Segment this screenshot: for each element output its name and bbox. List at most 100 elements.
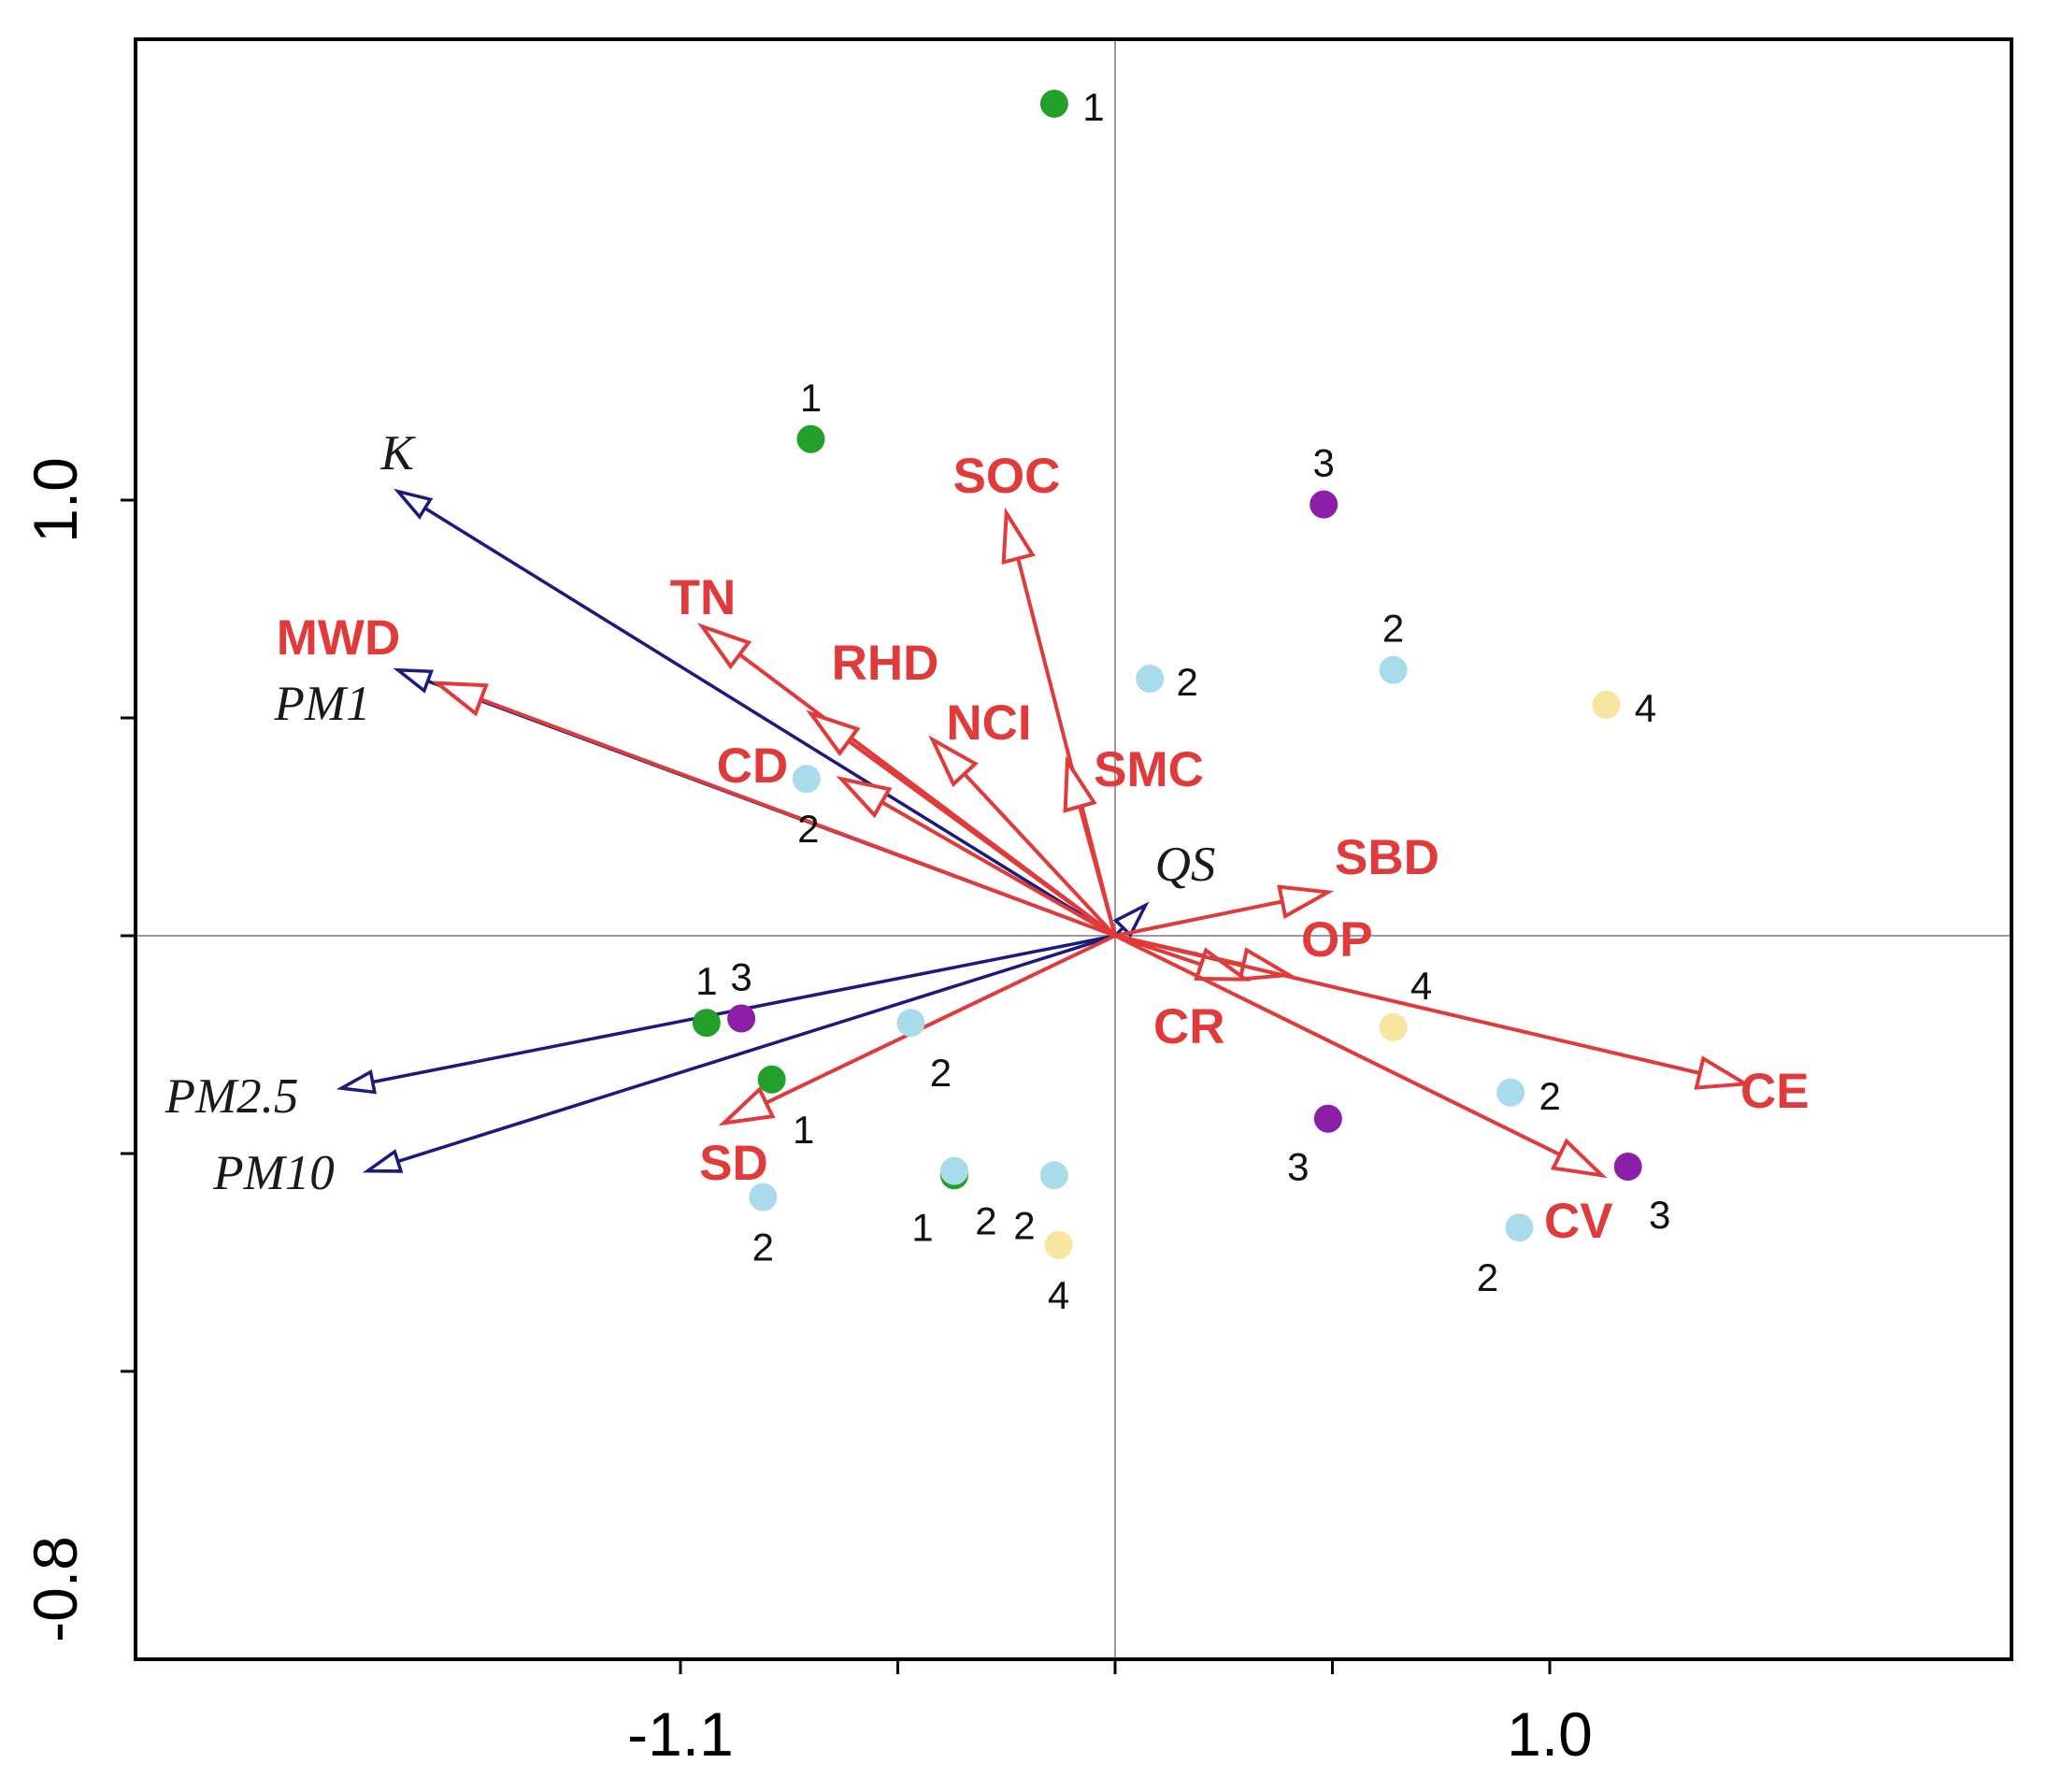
sample-point-group-3: 3: [1613, 1152, 1670, 1237]
response-label-cv: CV: [1544, 1194, 1613, 1249]
response-vector-head: [431, 681, 489, 717]
sample-point-group-3: 3: [1287, 1104, 1342, 1189]
response-label-cr: CR: [1153, 999, 1225, 1054]
response-label-nci: NCI: [946, 695, 1031, 751]
response-vector-rhd: [806, 710, 1117, 938]
response-vector-line: [847, 739, 1117, 938]
response-vector-line: [1078, 806, 1117, 937]
response-label-sbd: SBD: [1335, 830, 1439, 885]
sample-point-group-2: 2: [749, 1183, 778, 1269]
x-tick-label-min: -1.1: [627, 1699, 734, 1769]
response-vector-sd: [718, 934, 1116, 1126]
sample-label: 2: [975, 1199, 996, 1243]
sample-point-group-2: 2: [1477, 1213, 1534, 1299]
sample-point-group-1: 1: [796, 376, 825, 453]
sample-label: 2: [1477, 1255, 1498, 1299]
response-vector-head: [1550, 1138, 1608, 1179]
response-vector-smc: [1063, 755, 1117, 937]
sample-point-group-2: 2: [1379, 607, 1408, 684]
response-vector-head: [928, 735, 979, 788]
explanatory-vector-pm10: [362, 934, 1116, 1173]
response-vector-nci: [928, 735, 1117, 938]
response-label-cd: CD: [717, 738, 789, 794]
sample-label: 1: [911, 1205, 933, 1249]
sample-point: [1039, 1161, 1068, 1190]
sample-label: 4: [1410, 964, 1432, 1008]
sample-label: 2: [752, 1226, 774, 1269]
sample-point-group-3: 3: [727, 955, 756, 1033]
response-label-ce: CE: [1740, 1064, 1810, 1119]
sample-point: [727, 1004, 756, 1033]
sample-point: [1379, 655, 1408, 684]
response-label-op: OP: [1301, 912, 1373, 968]
sample-label: 2: [1177, 660, 1198, 704]
explanatory-label-pm1: PM1: [273, 677, 370, 731]
sample-label: 2: [930, 1051, 952, 1095]
sample-point-group-4: 4: [1044, 1230, 1073, 1317]
response-vector-head: [1001, 507, 1036, 566]
response-vector-cr: [1114, 934, 1252, 982]
response-vector-mwd: [431, 681, 1116, 938]
response-vector-line: [480, 697, 1116, 938]
sample-point-group-1: 1: [692, 959, 721, 1038]
response-vector-head: [1694, 1055, 1752, 1090]
sample-point-group-4: 4: [1379, 964, 1432, 1041]
sample-point-group-1: 1: [757, 1065, 814, 1152]
sample-label: 3: [730, 955, 752, 999]
sample-point: [1496, 1078, 1525, 1107]
response-vector-head: [696, 623, 752, 670]
sample-point: [692, 1009, 721, 1038]
sample-point-group-4: 4: [1592, 686, 1656, 730]
response-vector-sbd: [1114, 884, 1335, 938]
sample-point-group-2: 2: [896, 1009, 952, 1095]
explanatory-vector-line: [423, 507, 1116, 938]
sample-point: [896, 1009, 925, 1038]
response-vector-head: [806, 710, 861, 757]
response-vector-head: [1063, 755, 1097, 813]
response-vector-head: [718, 1086, 776, 1126]
response-label-tn: TN: [670, 570, 737, 625]
sample-point: [1592, 691, 1621, 720]
explanatory-vector-head: [393, 667, 434, 694]
sample-point: [1310, 490, 1338, 519]
explanatory-vector-k: [393, 488, 1116, 938]
sample-point: [1044, 1230, 1073, 1259]
response-vector-line: [1114, 899, 1283, 938]
sample-label: 2: [1013, 1203, 1035, 1247]
x-tick-label-max: 1.0: [1507, 1699, 1593, 1769]
response-vector-line: [1114, 934, 1561, 1157]
sample-point-group-2: 2: [939, 1156, 997, 1243]
sample-label: 2: [1382, 607, 1404, 651]
response-label-mwd: MWD: [277, 610, 400, 666]
sample-label: 3: [1287, 1145, 1309, 1189]
response-vector-head: [836, 775, 893, 819]
response-vector-line: [963, 772, 1117, 938]
y-tick-label-max: 1.0: [21, 457, 90, 543]
axis-ticks: [121, 498, 1552, 1674]
sample-point-group-2: 2: [1013, 1161, 1068, 1247]
sample-point: [1613, 1152, 1642, 1181]
sample-label: 1: [695, 959, 717, 1003]
response-vector-cd: [836, 775, 1116, 938]
response-label-soc: SOC: [953, 449, 1061, 504]
sample-point: [792, 765, 821, 794]
sample-point: [1379, 1012, 1408, 1041]
vectors: [336, 488, 1752, 1179]
sample-point-group-1: 1: [1039, 85, 1105, 129]
explanatory-label-pm2-5: PM2.5: [165, 1069, 299, 1124]
response-vector-cv: [1114, 934, 1608, 1179]
response-vector-ce: [1114, 934, 1752, 1090]
response-vector-head: [1277, 884, 1335, 920]
sample-label: 1: [1082, 85, 1104, 129]
sample-point: [1505, 1213, 1534, 1242]
response-vector-line: [765, 934, 1116, 1105]
sample-label: 4: [1635, 686, 1656, 730]
sample-label: 3: [1313, 441, 1335, 485]
sample-label: 1: [793, 1108, 814, 1152]
sample-point-group-2: 2: [1496, 1074, 1561, 1118]
sample-label: 4: [1048, 1273, 1069, 1317]
explanatory-vector-line: [397, 934, 1116, 1164]
explanatory-vector-head: [336, 1069, 377, 1095]
